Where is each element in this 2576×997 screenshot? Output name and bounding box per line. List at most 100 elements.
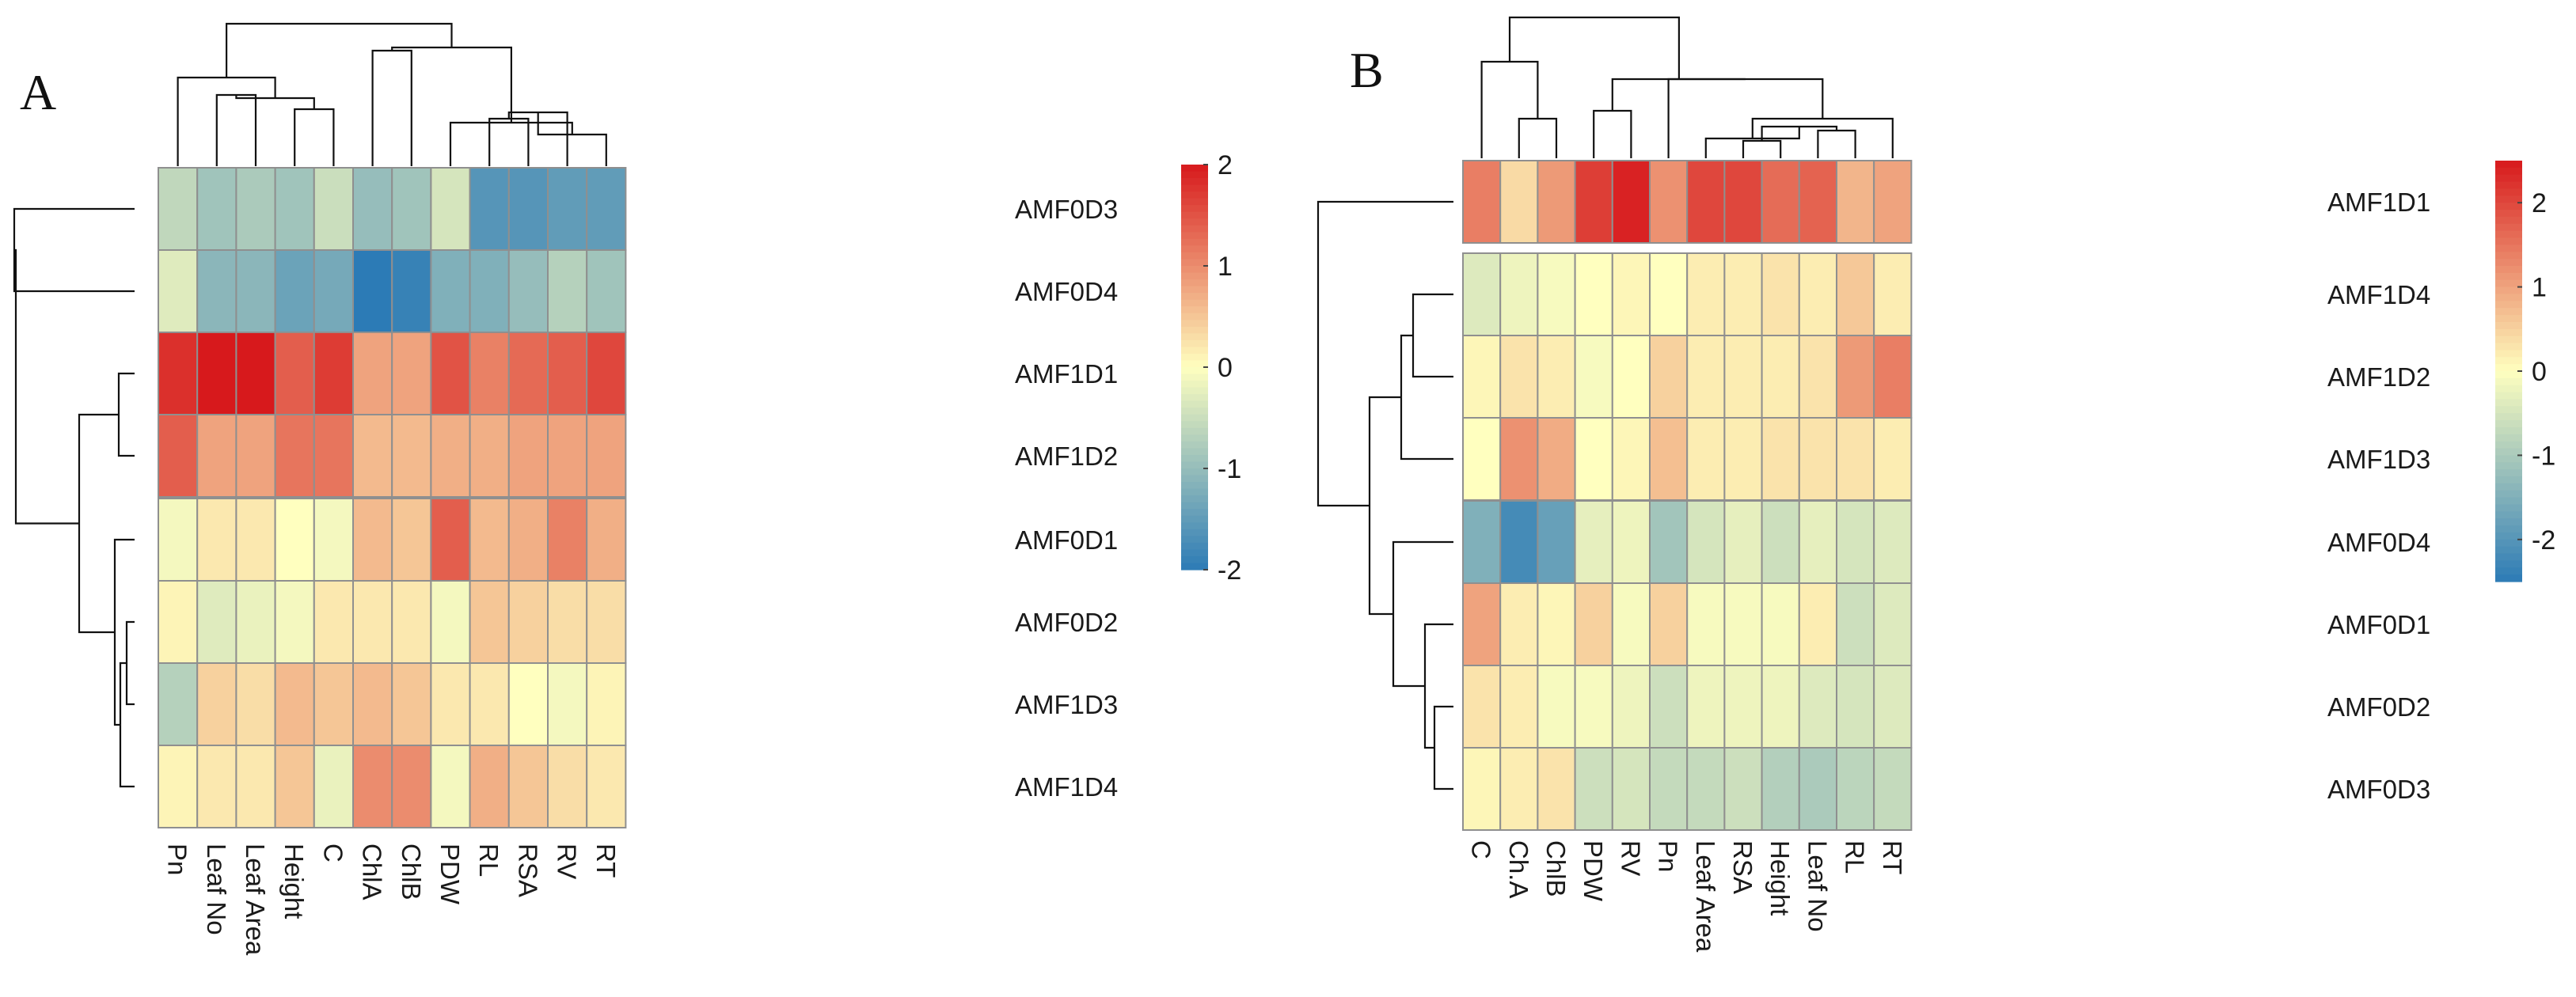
dendrogram-branch — [537, 112, 607, 166]
heatmap-cell — [430, 580, 471, 664]
heatmap-cell — [1723, 665, 1763, 749]
row-label: AMF1D4 — [1015, 772, 1118, 802]
colorbar-segment — [2495, 174, 2522, 183]
row-label: AMF0D3 — [2327, 775, 2430, 804]
heatmap-cell — [352, 662, 393, 746]
heatmap-cell — [1836, 665, 1875, 749]
panel-a-column-dendrogram — [177, 22, 607, 166]
colorbar-segment — [1181, 488, 1208, 496]
heatmap-cell — [430, 498, 471, 582]
column-label: Leaf Area — [1691, 840, 1720, 953]
column-label: Height — [279, 843, 309, 919]
column-label: Leaf No — [202, 843, 231, 935]
heatmap-cell — [158, 167, 199, 251]
heatmap-cell — [274, 745, 315, 828]
dendrogram-branch — [13, 207, 135, 293]
colorbar-segment — [1181, 171, 1208, 179]
colorbar-segment — [2495, 315, 2522, 323]
heatmap-cell — [507, 745, 549, 828]
colorbar-segment — [2495, 392, 2522, 400]
heatmap-cell — [196, 167, 237, 251]
colorbar-segment — [2495, 252, 2522, 260]
heatmap-cell — [430, 167, 471, 251]
panel-a-colorbar: 2 1 0 -1 -2 — [1181, 150, 1241, 586]
heatmap-cell — [313, 332, 354, 415]
colorbar-segment — [1181, 286, 1208, 294]
heatmap-cell — [1723, 160, 1763, 244]
heatmap-cell — [391, 167, 432, 251]
heatmap-cell — [1798, 747, 1838, 831]
heatmap-cell — [507, 332, 549, 415]
heatmap-cell — [196, 414, 237, 498]
colorbar-segment — [1181, 549, 1208, 557]
heatmap-cell — [507, 167, 549, 251]
heatmap-cell — [1574, 747, 1613, 831]
heatmap-cell — [1873, 582, 1913, 666]
heatmap-cell — [1574, 417, 1613, 501]
colorbar-segment — [1181, 373, 1208, 381]
column-label: RT — [591, 843, 621, 878]
heatmap-cell — [586, 332, 627, 415]
column-label: PDW — [1579, 840, 1608, 902]
heatmap-cell — [1761, 160, 1800, 244]
heatmap-cell — [1611, 747, 1651, 831]
row-label: AMF1D2 — [1015, 442, 1118, 471]
dendrogram-branch — [177, 76, 276, 166]
dendrogram-branch — [488, 117, 530, 166]
colorbar-segment — [2495, 328, 2522, 337]
colorbar-segment — [2495, 216, 2522, 225]
colorbar-segment — [1181, 191, 1208, 199]
colorbar-segment — [2495, 364, 2522, 372]
heatmap-cell — [1462, 665, 1502, 749]
panel-a-row-dendrogram — [13, 207, 135, 788]
column-label: ChlA — [358, 843, 387, 900]
heatmap-cell — [1798, 500, 1838, 584]
row-label: AMF0D1 — [1015, 525, 1118, 555]
heatmap-cell — [1462, 417, 1502, 501]
colorbar-segment — [2495, 518, 2522, 526]
colorbar-segment — [2495, 413, 2522, 421]
heatmap-cell — [1873, 417, 1913, 501]
heatmap-cell — [313, 580, 354, 664]
column-label: RL — [474, 843, 503, 877]
heatmap-cell — [1649, 160, 1689, 244]
row-label: AMF0D3 — [1015, 195, 1118, 224]
dendrogram-branch — [117, 372, 135, 457]
heatmap-cell — [469, 662, 510, 746]
heatmap-cell — [507, 580, 549, 664]
colorbar-segment — [2495, 286, 2522, 295]
column-label: PDW — [435, 843, 465, 905]
heatmap-cell — [352, 580, 393, 664]
heatmap-cell — [469, 167, 510, 251]
heatmap-cell — [158, 249, 199, 333]
colorbar-segment — [2495, 321, 2522, 330]
heatmap-cell — [1686, 582, 1726, 666]
heatmap-cell — [274, 662, 315, 746]
heatmap-cell — [352, 498, 393, 582]
heatmap-cell — [1537, 582, 1576, 666]
colorbar-segment — [1181, 211, 1208, 219]
heatmap-cell — [158, 745, 199, 828]
dendrogram-branch — [449, 121, 573, 166]
row-label: AMF0D4 — [2327, 528, 2430, 557]
heatmap-cell — [507, 498, 549, 582]
heatmap-cell — [1686, 335, 1726, 419]
heatmap-cell — [1798, 252, 1838, 336]
row-label: AMF1D3 — [2327, 445, 2430, 474]
heatmap-cell — [1836, 335, 1875, 419]
heatmap-cell — [1836, 252, 1875, 336]
heatmap-cell — [430, 662, 471, 746]
colorbar-segment — [1181, 461, 1208, 469]
heatmap-cell — [352, 745, 393, 828]
heatmap-cell — [1873, 747, 1913, 831]
heatmap-cell — [1499, 160, 1539, 244]
heatmap-cell — [196, 498, 237, 582]
colorbar-segment — [2495, 301, 2522, 309]
colorbar-segment — [1181, 313, 1208, 320]
heatmap-cell — [391, 332, 432, 415]
heatmap-panel-b: B AMF1D1AMF1D4AMF1D2AMF1D3AMF0D4AMF0D1AM… — [1316, 16, 2555, 953]
heatmap-cell — [1836, 500, 1875, 584]
heatmap-cell — [1574, 582, 1613, 666]
dendrogram-branch — [226, 22, 453, 78]
heatmap-cell — [1836, 747, 1875, 831]
